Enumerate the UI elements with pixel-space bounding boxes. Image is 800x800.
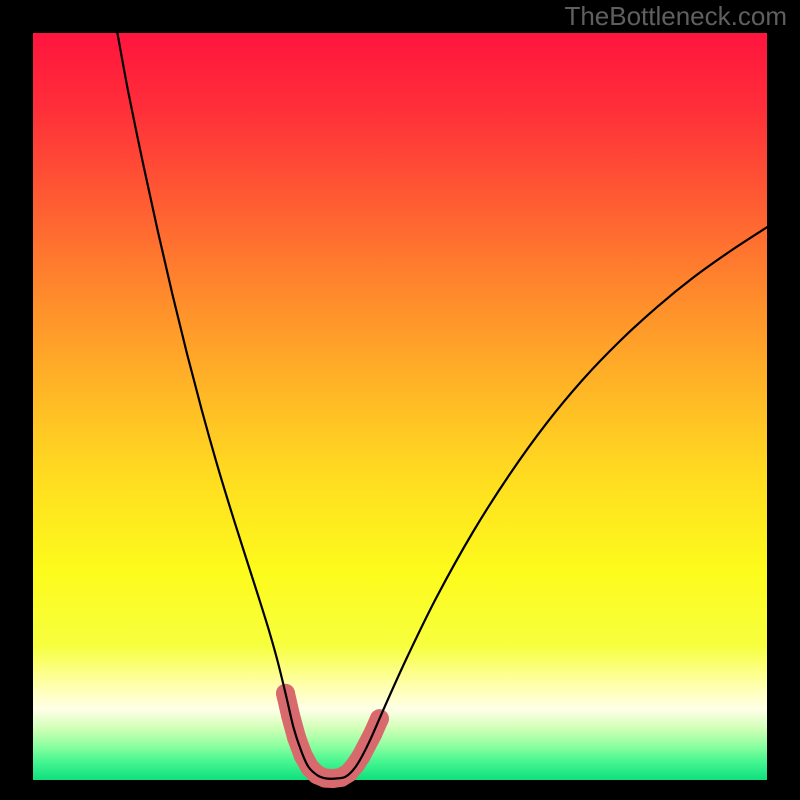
plot-area [33, 33, 767, 780]
bottleneck-chart-svg [0, 0, 800, 800]
watermark-text: TheBottleneck.com [564, 1, 787, 32]
chart-stage: TheBottleneck.com [0, 0, 800, 800]
